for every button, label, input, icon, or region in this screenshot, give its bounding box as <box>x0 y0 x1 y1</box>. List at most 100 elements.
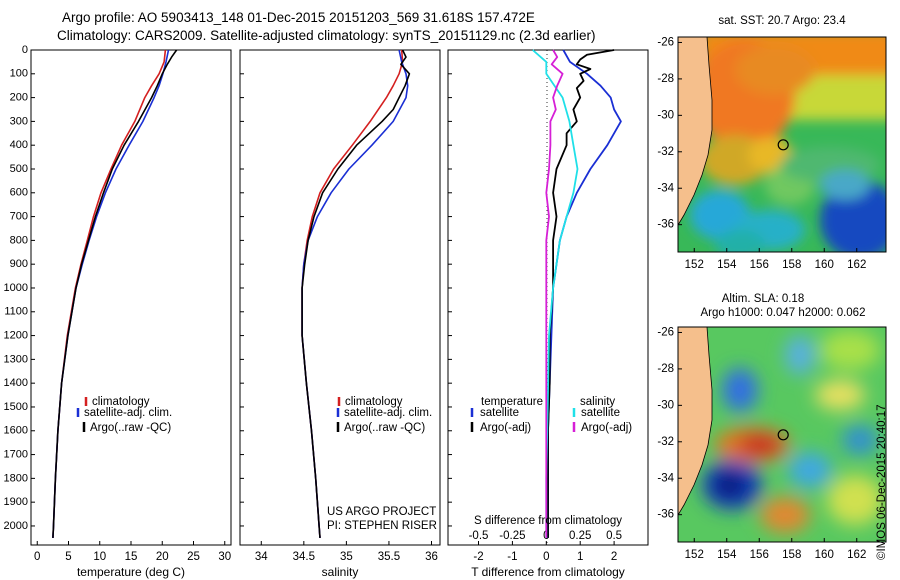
x-tick-label: 1 <box>577 551 583 563</box>
temperature-legend: climatology satellite-adj. clim. Argo(..… <box>76 396 172 434</box>
lon-tick-label: 156 <box>750 549 769 561</box>
sst-field <box>678 37 886 252</box>
top-tick-label: -0.25 <box>499 530 525 542</box>
difference-panel: -2 -1 0 1 2 -0.5 -0.25 0 0.25 0.5 S difference f… <box>447 49 649 579</box>
legend-label-t-satellite: satellite <box>480 407 519 419</box>
depth-tick-label: 1500 <box>4 401 28 413</box>
depth-tick-label: 1200 <box>4 329 28 341</box>
lat-tick-label: -36 <box>657 509 674 521</box>
lat-tick-label: -36 <box>657 219 674 231</box>
pi-annotation: PI: STEPHEN RISER <box>327 520 437 532</box>
depth-tick-label: 1600 <box>4 425 28 437</box>
lat-tick-label: -34 <box>657 472 674 484</box>
lon-tick-label: 154 <box>717 549 737 561</box>
depth-tick-label: 200 <box>10 92 28 104</box>
series-line-salinity-satellite <box>532 49 579 538</box>
land-mass <box>678 327 712 515</box>
sla-map-title-line1: Altim. SLA: 0.18 <box>722 293 804 305</box>
lon-tick-label: 156 <box>750 259 769 271</box>
series-line-salinity-argo-adj- <box>545 49 564 538</box>
x-tick-label: 20 <box>156 551 169 563</box>
salinity-x-label: salinity <box>322 565 359 579</box>
coastline <box>678 327 713 516</box>
legend-label-argo: Argo(..raw -QC) <box>90 422 171 434</box>
lat-tick-label: -28 <box>657 73 674 85</box>
legend-label-s-satellite: satellite <box>581 407 620 419</box>
difference-axes-frame <box>447 49 649 546</box>
lat-tick-label: -30 <box>657 399 674 411</box>
top-tick-label: -0.5 <box>469 530 489 542</box>
depth-tick-label: 900 <box>10 258 28 270</box>
series-line-climatology <box>301 49 404 538</box>
imos-credit: ©IMOS 06-Dec-2015 20:40:17 <box>876 404 888 560</box>
x-tick-label: 0 <box>543 551 549 563</box>
sla-map-panel: Altim. SLA: 0.18 Argo h1000: 0.047 h2000… <box>657 293 887 561</box>
legend-label-argo: Argo(..raw -QC) <box>344 422 425 434</box>
series-line-satellite-adj-clim- <box>301 49 409 538</box>
legend-heading-temperature: temperature <box>481 396 543 408</box>
x-tick-label: -1 <box>507 551 517 563</box>
lon-tick-label: 152 <box>685 549 704 561</box>
lon-tick-label: 160 <box>815 259 834 271</box>
lon-tick-label: 154 <box>717 259 737 271</box>
lat-tick-label: -30 <box>657 109 674 121</box>
depth-tick-label: 2000 <box>4 520 28 532</box>
depth-tick-label: 1800 <box>4 472 28 484</box>
x-tick-label: 0 <box>34 551 40 563</box>
x-tick-label: 15 <box>125 551 138 563</box>
profile-title: Argo profile: AO 5903413_148 01-Dec-2015… <box>62 10 535 25</box>
top-tick-label: 0.5 <box>606 530 622 542</box>
series-line-satellite-adj-clim- <box>52 49 170 538</box>
coastline <box>678 37 713 226</box>
series-line-argo-raw-qc- <box>301 49 411 538</box>
x-tick-label: 35 <box>340 551 353 563</box>
salinity-legend: climatology satellite-adj. clim. Argo(..… <box>336 396 432 434</box>
lon-tick-label: 158 <box>782 549 801 561</box>
depth-tick-label: 1300 <box>4 353 28 365</box>
x-tick-label: 2 <box>611 551 617 563</box>
legend-label-satellite: satellite-adj. clim. <box>84 407 172 419</box>
s-difference-label: S difference from climatology <box>474 515 622 527</box>
lat-tick-label: -32 <box>657 146 674 158</box>
x-tick-label: -2 <box>473 551 483 563</box>
x-tick-label: 30 <box>218 551 231 563</box>
salinity-axes-frame <box>239 49 441 546</box>
legend-label-climatology: climatology <box>92 396 150 408</box>
project-annotation: US ARGO PROJECT <box>327 506 436 518</box>
depth-tick-label: 0 <box>22 44 28 56</box>
depth-tick-label: 400 <box>10 139 28 151</box>
sst-map-title: sat. SST: 20.7 Argo: 23.4 <box>718 15 846 27</box>
sla-field <box>678 327 886 542</box>
lat-tick-label: -26 <box>657 326 674 338</box>
t-difference-label: T difference from climatology <box>471 565 625 579</box>
series-line-temperature-satellite <box>547 49 622 538</box>
legend-label-s-argo: Argo(-adj) <box>581 422 632 434</box>
argo-position-marker <box>777 429 789 441</box>
lon-tick-label: 162 <box>847 259 866 271</box>
depth-tick-label: 1900 <box>4 496 28 508</box>
depth-tick-label: 600 <box>10 187 28 199</box>
depth-tick-label: 800 <box>10 234 28 246</box>
temperature-x-label: temperature (deg C) <box>77 565 185 579</box>
depth-tick-label: 1100 <box>4 306 28 318</box>
series-line-temperature-argo-adj- <box>547 49 615 538</box>
depth-tick-label: 700 <box>10 210 28 222</box>
x-tick-label: 34 <box>255 551 268 563</box>
sla-map-frame <box>677 326 887 543</box>
lon-tick-label: 162 <box>847 549 866 561</box>
x-tick-label: 36 <box>425 551 438 563</box>
depth-tick-label: 300 <box>10 115 28 127</box>
series-line-climatology <box>52 49 167 538</box>
argo-position-marker <box>777 139 789 151</box>
lat-tick-label: -28 <box>657 363 674 375</box>
legend-label-t-argo: Argo(-adj) <box>480 422 531 434</box>
depth-tick-label: 1700 <box>4 448 28 460</box>
climatology-title: Climatology: CARS2009. Satellite-adjuste… <box>57 28 596 43</box>
lon-tick-label: 152 <box>685 259 704 271</box>
x-tick-label: 25 <box>187 551 200 563</box>
x-tick-label: 34.5 <box>293 551 315 563</box>
top-tick-label: 0.25 <box>569 530 591 542</box>
salinity-panel: 34 34.5 35 35.5 36 salinity climatology sate… <box>239 49 441 579</box>
legend-label-satellite: satellite-adj. clim. <box>344 407 432 419</box>
temperature-panel: 0100200300400500600700800900100011001200… <box>4 44 232 579</box>
